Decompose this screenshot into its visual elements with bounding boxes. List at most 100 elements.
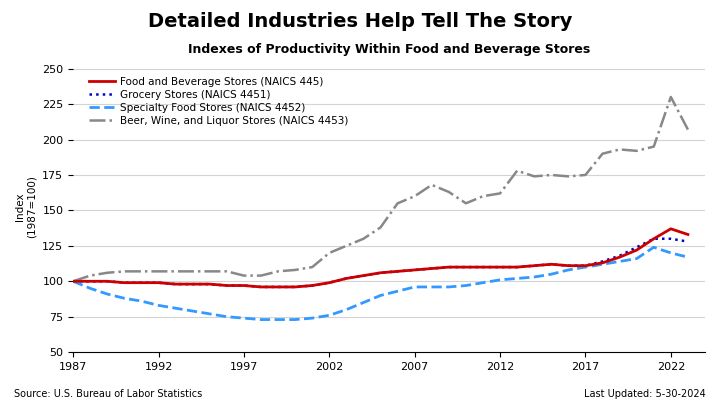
Food and Beverage Stores (NAICS 445)	[462, 265, 470, 270]
Beer, Wine, and Liquor Stores (NAICS 4453)	[189, 269, 197, 274]
Beer, Wine, and Liquor Stores (NAICS 4453)	[683, 127, 692, 132]
Beer, Wine, and Liquor Stores (NAICS 4453)	[86, 273, 94, 278]
Food and Beverage Stores (NAICS 445)	[649, 236, 658, 241]
Beer, Wine, and Liquor Stores (NAICS 4453)	[205, 269, 214, 274]
Beer, Wine, and Liquor Stores (NAICS 4453)	[444, 189, 453, 194]
Food and Beverage Stores (NAICS 445)	[171, 282, 180, 287]
Specialty Food Stores (NAICS 4452)	[428, 285, 436, 289]
Specialty Food Stores (NAICS 4452)	[632, 256, 641, 261]
Grocery Stores (NAICS 4451)	[393, 269, 402, 274]
Text: Source: U.S. Bureau of Labor Statistics: Source: U.S. Bureau of Labor Statistics	[14, 389, 202, 399]
Text: Detailed Industries Help Tell The Story: Detailed Industries Help Tell The Story	[148, 12, 572, 31]
Beer, Wine, and Liquor Stores (NAICS 4453)	[342, 243, 351, 248]
Grocery Stores (NAICS 4451)	[274, 285, 282, 289]
Food and Beverage Stores (NAICS 445)	[103, 279, 112, 284]
Grocery Stores (NAICS 4451)	[649, 236, 658, 241]
Grocery Stores (NAICS 4451)	[564, 263, 572, 268]
Beer, Wine, and Liquor Stores (NAICS 4453)	[359, 236, 368, 241]
Grocery Stores (NAICS 4451)	[444, 265, 453, 270]
Specialty Food Stores (NAICS 4452)	[513, 276, 521, 281]
Line: Food and Beverage Stores (NAICS 445): Food and Beverage Stores (NAICS 445)	[73, 229, 688, 287]
Food and Beverage Stores (NAICS 445)	[86, 279, 94, 284]
Food and Beverage Stores (NAICS 445)	[154, 280, 163, 285]
Beer, Wine, and Liquor Stores (NAICS 4453)	[222, 269, 231, 274]
Beer, Wine, and Liquor Stores (NAICS 4453)	[291, 268, 300, 272]
Grocery Stores (NAICS 4451)	[496, 265, 505, 270]
Grocery Stores (NAICS 4451)	[377, 270, 385, 275]
Specialty Food Stores (NAICS 4452)	[205, 312, 214, 316]
Beer, Wine, and Liquor Stores (NAICS 4453)	[632, 148, 641, 153]
Beer, Wine, and Liquor Stores (NAICS 4453)	[171, 269, 180, 274]
Beer, Wine, and Liquor Stores (NAICS 4453)	[564, 174, 572, 179]
Specialty Food Stores (NAICS 4452)	[377, 293, 385, 298]
Food and Beverage Stores (NAICS 445)	[496, 265, 505, 270]
Specialty Food Stores (NAICS 4452)	[649, 245, 658, 250]
Specialty Food Stores (NAICS 4452)	[325, 313, 333, 318]
Grocery Stores (NAICS 4451)	[308, 283, 317, 288]
Specialty Food Stores (NAICS 4452)	[86, 286, 94, 291]
Specialty Food Stores (NAICS 4452)	[581, 265, 590, 270]
Beer, Wine, and Liquor Stores (NAICS 4453)	[513, 168, 521, 173]
Grocery Stores (NAICS 4451)	[205, 282, 214, 287]
Beer, Wine, and Liquor Stores (NAICS 4453)	[496, 191, 505, 196]
Food and Beverage Stores (NAICS 445)	[325, 280, 333, 285]
Food and Beverage Stores (NAICS 445)	[274, 285, 282, 289]
Specialty Food Stores (NAICS 4452)	[410, 285, 419, 289]
Specialty Food Stores (NAICS 4452)	[240, 316, 248, 320]
Food and Beverage Stores (NAICS 445)	[137, 280, 145, 285]
Specialty Food Stores (NAICS 4452)	[393, 289, 402, 294]
Beer, Wine, and Liquor Stores (NAICS 4453)	[69, 279, 78, 284]
Food and Beverage Stores (NAICS 445)	[342, 276, 351, 281]
Food and Beverage Stores (NAICS 445)	[240, 283, 248, 288]
Beer, Wine, and Liquor Stores (NAICS 4453)	[274, 269, 282, 274]
Beer, Wine, and Liquor Stores (NAICS 4453)	[103, 270, 112, 275]
Grocery Stores (NAICS 4451)	[462, 265, 470, 270]
Grocery Stores (NAICS 4451)	[120, 280, 129, 285]
Beer, Wine, and Liquor Stores (NAICS 4453)	[240, 273, 248, 278]
Specialty Food Stores (NAICS 4452)	[616, 259, 624, 264]
Grocery Stores (NAICS 4451)	[428, 266, 436, 271]
Specialty Food Stores (NAICS 4452)	[496, 277, 505, 282]
Specialty Food Stores (NAICS 4452)	[342, 307, 351, 312]
Specialty Food Stores (NAICS 4452)	[683, 255, 692, 260]
Grocery Stores (NAICS 4451)	[616, 253, 624, 258]
Specialty Food Stores (NAICS 4452)	[256, 317, 265, 322]
Food and Beverage Stores (NAICS 445)	[291, 285, 300, 289]
Food and Beverage Stores (NAICS 445)	[564, 263, 572, 268]
Food and Beverage Stores (NAICS 445)	[667, 226, 675, 231]
Food and Beverage Stores (NAICS 445)	[444, 265, 453, 270]
Beer, Wine, and Liquor Stores (NAICS 4453)	[325, 251, 333, 256]
Beer, Wine, and Liquor Stores (NAICS 4453)	[462, 201, 470, 206]
Specialty Food Stores (NAICS 4452)	[462, 283, 470, 288]
Grocery Stores (NAICS 4451)	[479, 265, 487, 270]
Food and Beverage Stores (NAICS 445)	[547, 262, 556, 267]
Beer, Wine, and Liquor Stores (NAICS 4453)	[581, 172, 590, 177]
Specialty Food Stores (NAICS 4452)	[547, 272, 556, 276]
Line: Beer, Wine, and Liquor Stores (NAICS 4453): Beer, Wine, and Liquor Stores (NAICS 445…	[73, 97, 688, 281]
Grocery Stores (NAICS 4451)	[256, 285, 265, 289]
Specialty Food Stores (NAICS 4452)	[308, 316, 317, 320]
Text: Last Updated: 5-30-2024: Last Updated: 5-30-2024	[584, 389, 706, 399]
Grocery Stores (NAICS 4451)	[359, 273, 368, 278]
Grocery Stores (NAICS 4451)	[667, 236, 675, 241]
Specialty Food Stores (NAICS 4452)	[222, 314, 231, 319]
Grocery Stores (NAICS 4451)	[325, 280, 333, 285]
Grocery Stores (NAICS 4451)	[86, 279, 94, 284]
Beer, Wine, and Liquor Stores (NAICS 4453)	[137, 269, 145, 274]
Beer, Wine, and Liquor Stores (NAICS 4453)	[649, 144, 658, 149]
Title: Indexes of Productivity Within Food and Beverage Stores: Indexes of Productivity Within Food and …	[188, 43, 590, 56]
Specialty Food Stores (NAICS 4452)	[359, 300, 368, 305]
Food and Beverage Stores (NAICS 445)	[428, 266, 436, 271]
Food and Beverage Stores (NAICS 445)	[683, 232, 692, 237]
Grocery Stores (NAICS 4451)	[632, 245, 641, 250]
Food and Beverage Stores (NAICS 445)	[581, 263, 590, 268]
Beer, Wine, and Liquor Stores (NAICS 4453)	[530, 174, 539, 179]
Grocery Stores (NAICS 4451)	[598, 259, 607, 264]
Specialty Food Stores (NAICS 4452)	[274, 317, 282, 322]
Food and Beverage Stores (NAICS 445)	[359, 273, 368, 278]
Specialty Food Stores (NAICS 4452)	[171, 306, 180, 311]
Beer, Wine, and Liquor Stores (NAICS 4453)	[547, 172, 556, 177]
Grocery Stores (NAICS 4451)	[137, 280, 145, 285]
Food and Beverage Stores (NAICS 445)	[393, 269, 402, 274]
Food and Beverage Stores (NAICS 445)	[256, 285, 265, 289]
